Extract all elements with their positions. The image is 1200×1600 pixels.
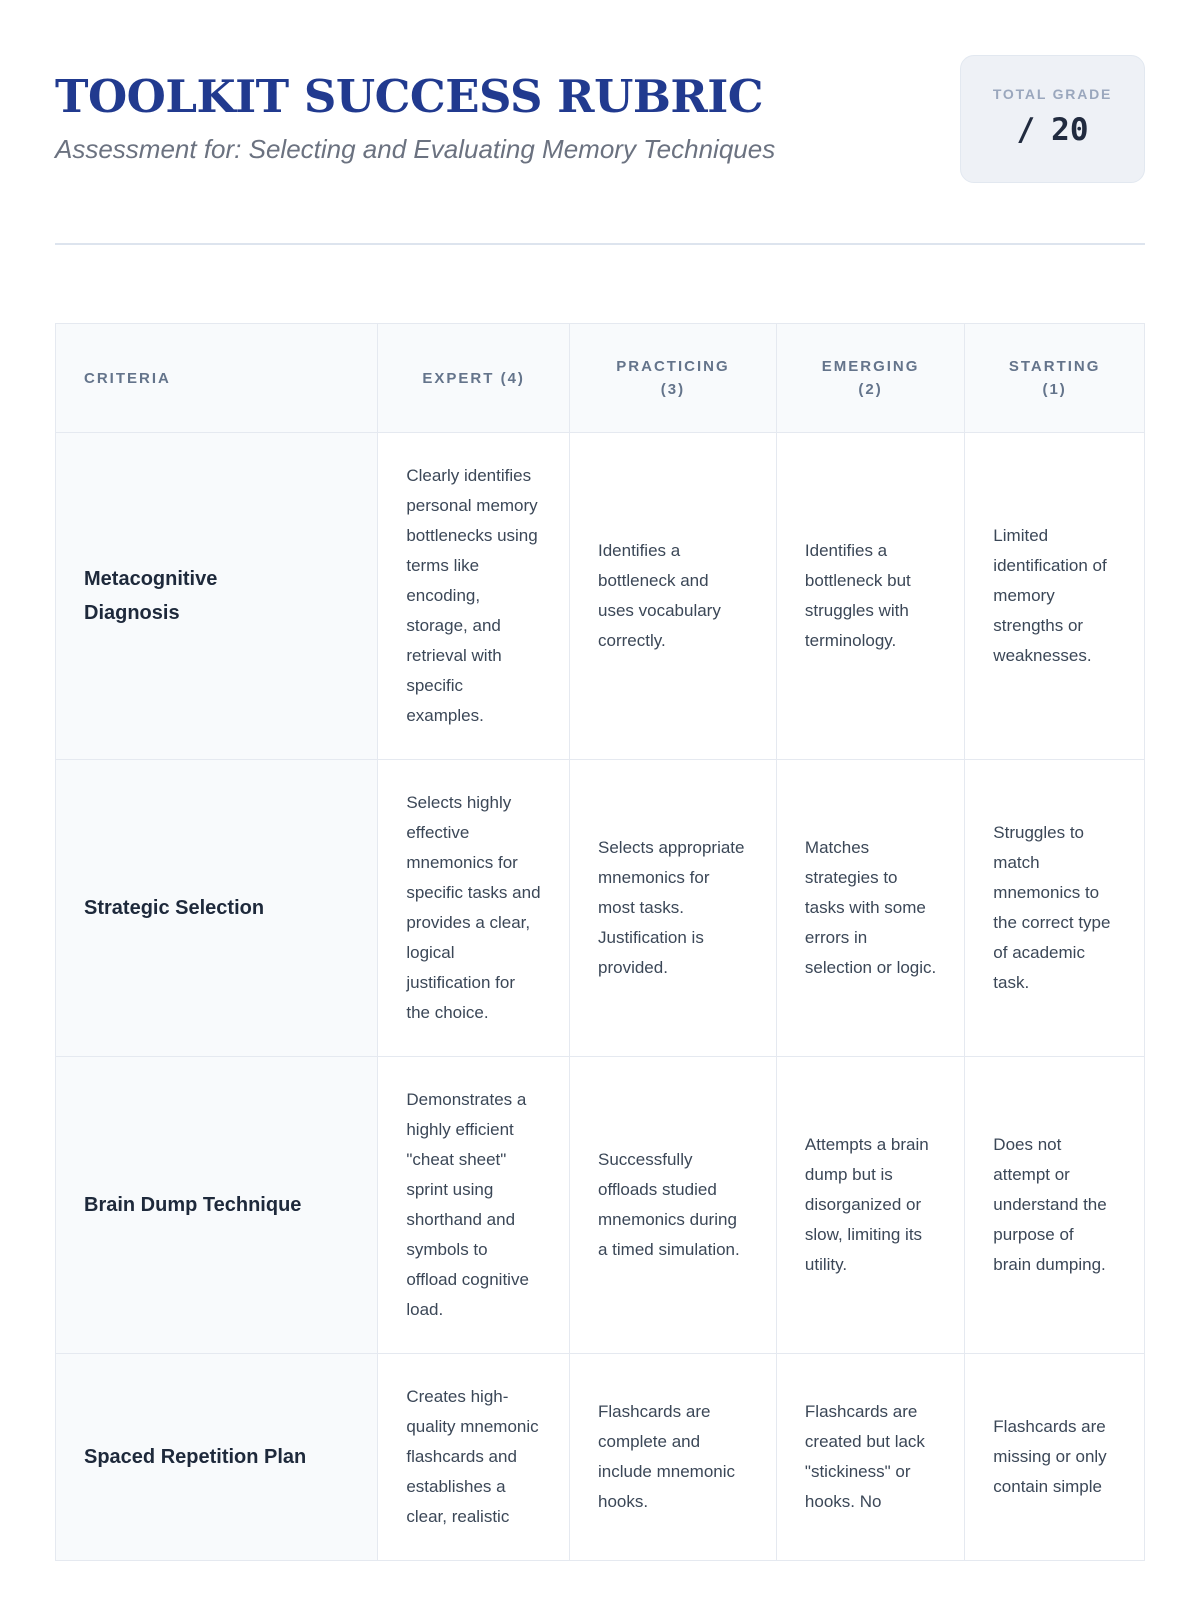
table-row-metacognitive-diagnosis: Metacognitive Diagnosis Clearly identifi…: [54, 432, 1145, 760]
starting-cell: Flashcards are missing or only contain s…: [964, 1353, 1145, 1561]
grade-slash: /: [1016, 112, 1036, 148]
column-header-emerging: EMERGING (2): [775, 323, 966, 433]
criteria-cell: Spaced Repetition Plan: [54, 1353, 379, 1561]
practicing-cell: Flashcards are complete and include mnem…: [569, 1353, 777, 1561]
table-row-brain-dump-technique: Brain Dump Technique Demonstrates a high…: [54, 1056, 1145, 1354]
practicing-cell: Selects appropriate mnemonics for most t…: [569, 759, 777, 1057]
title-block: TOOLKIT SUCCESS RUBRIC Assessment for: S…: [55, 71, 775, 165]
page-title: TOOLKIT SUCCESS RUBRIC: [55, 70, 764, 123]
rubric-table: CRITERIA EXPERT (4) PRACTICING (3) EMERG…: [54, 323, 1145, 1561]
column-header-expert: EXPERT (4): [377, 323, 570, 433]
emerging-cell: Identifies a bottleneck but struggles wi…: [775, 432, 966, 760]
criteria-cell: Metacognitive Diagnosis: [54, 432, 379, 760]
table-header-row: CRITERIA EXPERT (4) PRACTICING (3) EMERG…: [54, 323, 1145, 433]
starting-cell: Struggles to match mnemonics to the corr…: [964, 759, 1145, 1057]
expert-cell: Demonstrates a highly efficient "cheat s…: [377, 1056, 570, 1354]
grade-max-points: 20: [1051, 112, 1089, 148]
page-header: TOOLKIT SUCCESS RUBRIC Assessment for: S…: [55, 55, 1145, 183]
table-row-strategic-selection: Strategic Selection Selects highly effec…: [54, 759, 1145, 1057]
page-subtitle: Assessment for: Selecting and Evaluating…: [55, 133, 776, 164]
criteria-cell: Strategic Selection: [54, 759, 379, 1057]
header-divider: [55, 243, 1145, 245]
practicing-cell: Identifies a bottleneck and uses vocabul…: [569, 432, 777, 760]
expert-cell: Selects highly effective mnemonics for s…: [377, 759, 570, 1057]
column-header-starting: STARTING (1): [964, 323, 1145, 433]
emerging-cell: Matches strategies to tasks with some er…: [775, 759, 966, 1057]
table-row-spaced-repetition-plan: Spaced Repetition Plan Creates high-qual…: [54, 1353, 1145, 1561]
total-grade-value: / 20: [987, 112, 1118, 148]
criteria-cell: Brain Dump Technique: [54, 1056, 379, 1354]
expert-cell: Creates high-quality mnemonic flashcards…: [377, 1353, 570, 1561]
expert-cell: Clearly identifies personal memory bottl…: [377, 432, 570, 760]
emerging-cell: Flashcards are created but lack "stickin…: [775, 1353, 966, 1561]
practicing-cell: Successfully offloads studied mnemonics …: [569, 1056, 777, 1354]
emerging-cell: Attempts a brain dump but is disorganize…: [775, 1056, 966, 1354]
total-grade-box: TOTAL GRADE / 20: [960, 55, 1145, 183]
starting-cell: Does not attempt or understand the purpo…: [964, 1056, 1145, 1354]
column-header-criteria: CRITERIA: [54, 323, 379, 433]
column-header-practicing: PRACTICING (3): [569, 323, 777, 433]
total-grade-label: TOTAL GRADE: [992, 86, 1113, 102]
starting-cell: Limited identification of memory strengt…: [964, 432, 1145, 760]
